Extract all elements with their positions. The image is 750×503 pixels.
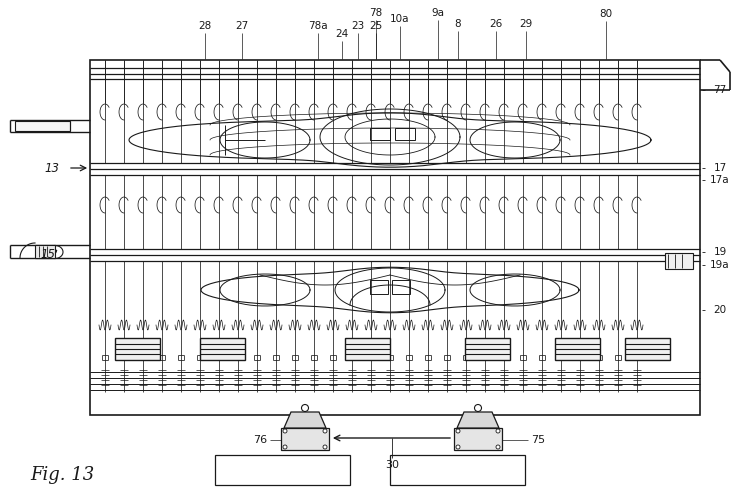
- Circle shape: [496, 445, 500, 449]
- Text: 19a: 19a: [710, 260, 730, 270]
- Bar: [15, 121, 70, 131]
- Text: 80: 80: [599, 9, 613, 19]
- Circle shape: [323, 429, 327, 433]
- Text: 15: 15: [40, 248, 56, 262]
- Text: 78a: 78a: [308, 21, 328, 31]
- Circle shape: [283, 445, 287, 449]
- Text: 78: 78: [369, 8, 382, 18]
- Bar: [281, 428, 329, 450]
- Text: 10a: 10a: [390, 14, 410, 24]
- Circle shape: [456, 445, 460, 449]
- Text: 27: 27: [236, 21, 248, 31]
- Text: 8: 8: [454, 19, 461, 29]
- Text: 28: 28: [198, 21, 211, 31]
- Text: 77: 77: [713, 85, 727, 95]
- Text: 26: 26: [489, 19, 502, 29]
- Bar: [35, 245, 55, 258]
- Text: 13: 13: [44, 161, 59, 175]
- Bar: [454, 428, 502, 450]
- Bar: [370, 280, 388, 294]
- Circle shape: [456, 429, 460, 433]
- Bar: [345, 338, 390, 360]
- Polygon shape: [284, 412, 326, 428]
- Bar: [215, 455, 350, 485]
- Text: 9a: 9a: [431, 8, 445, 18]
- Polygon shape: [457, 412, 499, 428]
- Text: 24: 24: [335, 29, 349, 39]
- Circle shape: [283, 429, 287, 433]
- Bar: [115, 338, 160, 360]
- Text: 29: 29: [519, 19, 532, 29]
- Circle shape: [302, 404, 308, 411]
- Circle shape: [475, 404, 482, 411]
- Bar: [665, 253, 693, 269]
- Bar: [555, 338, 600, 360]
- Bar: [392, 280, 410, 294]
- Bar: [390, 455, 525, 485]
- Text: 17a: 17a: [710, 175, 730, 185]
- Bar: [370, 128, 390, 140]
- Text: Fig. 13: Fig. 13: [30, 466, 94, 484]
- Bar: [200, 338, 245, 360]
- Text: 23: 23: [351, 21, 364, 31]
- Bar: [465, 338, 510, 360]
- Bar: [395, 128, 415, 140]
- Text: 30: 30: [385, 460, 399, 470]
- Text: 76: 76: [253, 435, 267, 445]
- Bar: [625, 338, 670, 360]
- Text: 19: 19: [713, 247, 727, 257]
- Text: 17: 17: [713, 163, 727, 173]
- Circle shape: [323, 445, 327, 449]
- Text: 25: 25: [369, 21, 382, 31]
- Circle shape: [496, 429, 500, 433]
- Text: 20: 20: [713, 305, 727, 315]
- Text: 75: 75: [531, 435, 545, 445]
- Bar: [90, 60, 700, 415]
